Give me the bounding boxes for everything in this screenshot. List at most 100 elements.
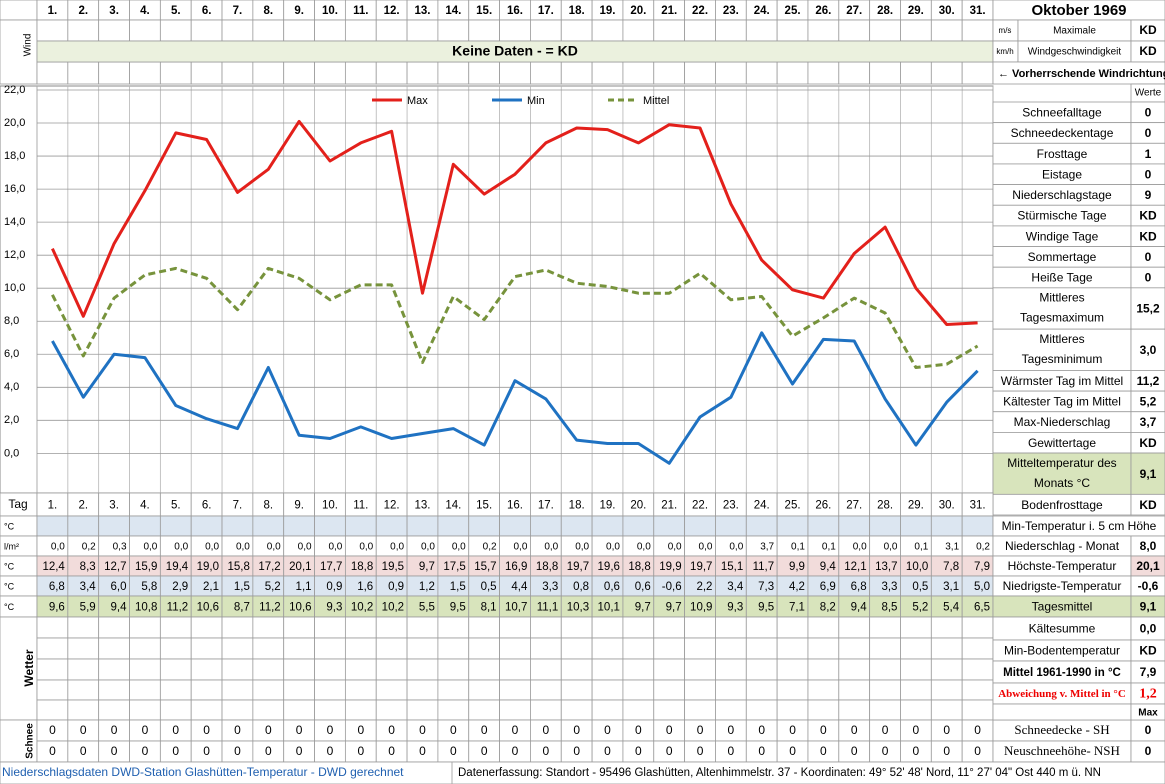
day-header: 30. — [939, 5, 955, 17]
table-value: 0,0 — [359, 542, 373, 553]
cell — [715, 616, 747, 639]
table-value: 9,9 — [789, 561, 805, 573]
cell — [869, 699, 901, 721]
table-value: 10,0 — [906, 561, 928, 573]
table-value: 0,2 — [82, 542, 96, 553]
snow-value: 0 — [450, 744, 457, 758]
table-value: 0,1 — [822, 542, 836, 553]
cell — [1130, 703, 1165, 721]
day-header: 29. — [908, 5, 924, 17]
snow-value: 0 — [142, 744, 149, 758]
table-value: 3,1 — [943, 581, 959, 593]
summary-value: KD — [1139, 644, 1157, 658]
table-value: 6,0 — [111, 581, 127, 593]
snow-value: 0 — [265, 744, 272, 758]
day-header: 9. — [294, 5, 304, 17]
cell — [129, 515, 161, 537]
snow-value: 0 — [419, 744, 426, 758]
snow-row-value: 0 — [1145, 723, 1152, 737]
snow-value: 0 — [142, 723, 149, 737]
snow-label: Schnee — [25, 723, 36, 759]
cell — [715, 637, 747, 660]
cell — [0, 0, 38, 21]
snow-value: 0 — [49, 744, 56, 758]
cell — [560, 616, 593, 639]
table-value: 9,7 — [635, 602, 651, 614]
stat-label: Gewittertage — [1028, 436, 1096, 450]
cell — [190, 679, 223, 701]
day-header: 31. — [970, 5, 986, 17]
cell — [221, 658, 254, 681]
cell — [776, 637, 809, 660]
table-value: 9,4 — [851, 602, 868, 614]
cell — [314, 61, 346, 85]
cell — [653, 61, 686, 85]
table-value: 0,0 — [575, 542, 589, 553]
cell — [622, 19, 655, 42]
snow-value: 0 — [450, 723, 457, 737]
cell — [930, 699, 963, 721]
stat-value: 9,1 — [1140, 467, 1157, 481]
table-value: 6,8 — [851, 581, 867, 593]
cell — [900, 637, 932, 660]
stat-value: 0 — [1145, 126, 1152, 140]
table-value: 3,3 — [881, 581, 897, 593]
snow-value: 0 — [697, 723, 704, 737]
stat-label: Schneefalltage — [1022, 105, 1102, 119]
cell — [468, 616, 500, 639]
snow-value: 0 — [265, 723, 272, 737]
cell — [375, 699, 408, 721]
series-line — [51, 119, 978, 326]
day-header: 20. — [630, 5, 646, 17]
table-value: 19,4 — [166, 561, 189, 573]
table-value: 3,7 — [760, 542, 774, 553]
stat-value: KD — [1139, 229, 1157, 243]
cell — [745, 637, 778, 660]
table-value: 13,7 — [875, 561, 897, 573]
snow-value: 0 — [882, 744, 889, 758]
table-value: 19,7 — [567, 561, 589, 573]
table-value: 6,9 — [820, 581, 836, 593]
cell — [961, 699, 994, 721]
cell — [36, 19, 69, 42]
table-value: 9,5 — [758, 602, 774, 614]
snow-value: 0 — [758, 744, 765, 758]
cell — [684, 61, 716, 85]
legend-label: Max — [407, 95, 428, 107]
cell — [776, 658, 809, 681]
wind-speed-value: KD — [1139, 44, 1157, 58]
day-header: 18. — [569, 5, 585, 17]
cell — [375, 19, 408, 42]
cell — [838, 658, 871, 681]
cell — [283, 637, 315, 660]
wind-speed-label: Windgeschwindigkeit — [1028, 47, 1122, 58]
snow-value: 0 — [789, 744, 796, 758]
cell — [992, 287, 1132, 330]
cell — [961, 658, 994, 681]
day-label-cell: 15. — [476, 500, 492, 512]
stat-label: Wärmster Tag im Mittel — [1001, 374, 1123, 388]
day-header: 14. — [445, 5, 461, 17]
table-value: 16,9 — [505, 561, 527, 573]
table-value: 11,2 — [167, 602, 189, 614]
cell — [930, 658, 963, 681]
cell — [406, 658, 439, 681]
day-label-cell: 1. — [48, 500, 58, 512]
snow-value: 0 — [635, 723, 642, 737]
table-value: 8,5 — [881, 602, 897, 614]
table-value: 9,7 — [419, 561, 435, 573]
snow-value: 0 — [573, 744, 580, 758]
summary-label: Mittel 1961-1990 in °C — [1003, 667, 1121, 679]
cell — [992, 703, 1132, 721]
cell — [67, 61, 100, 85]
table-value: 19,6 — [598, 561, 620, 573]
day-label-cell: 9. — [294, 500, 304, 512]
stat-label: Max-Niederschlag — [1014, 415, 1111, 429]
day-header: 8. — [263, 5, 273, 17]
snow-value: 0 — [728, 723, 735, 737]
cell — [499, 679, 531, 701]
stat-label: Tagesmaximum — [1020, 311, 1104, 325]
table-value: 0,0 — [205, 542, 219, 553]
cell — [622, 699, 655, 721]
table-value: 15,8 — [227, 561, 249, 573]
